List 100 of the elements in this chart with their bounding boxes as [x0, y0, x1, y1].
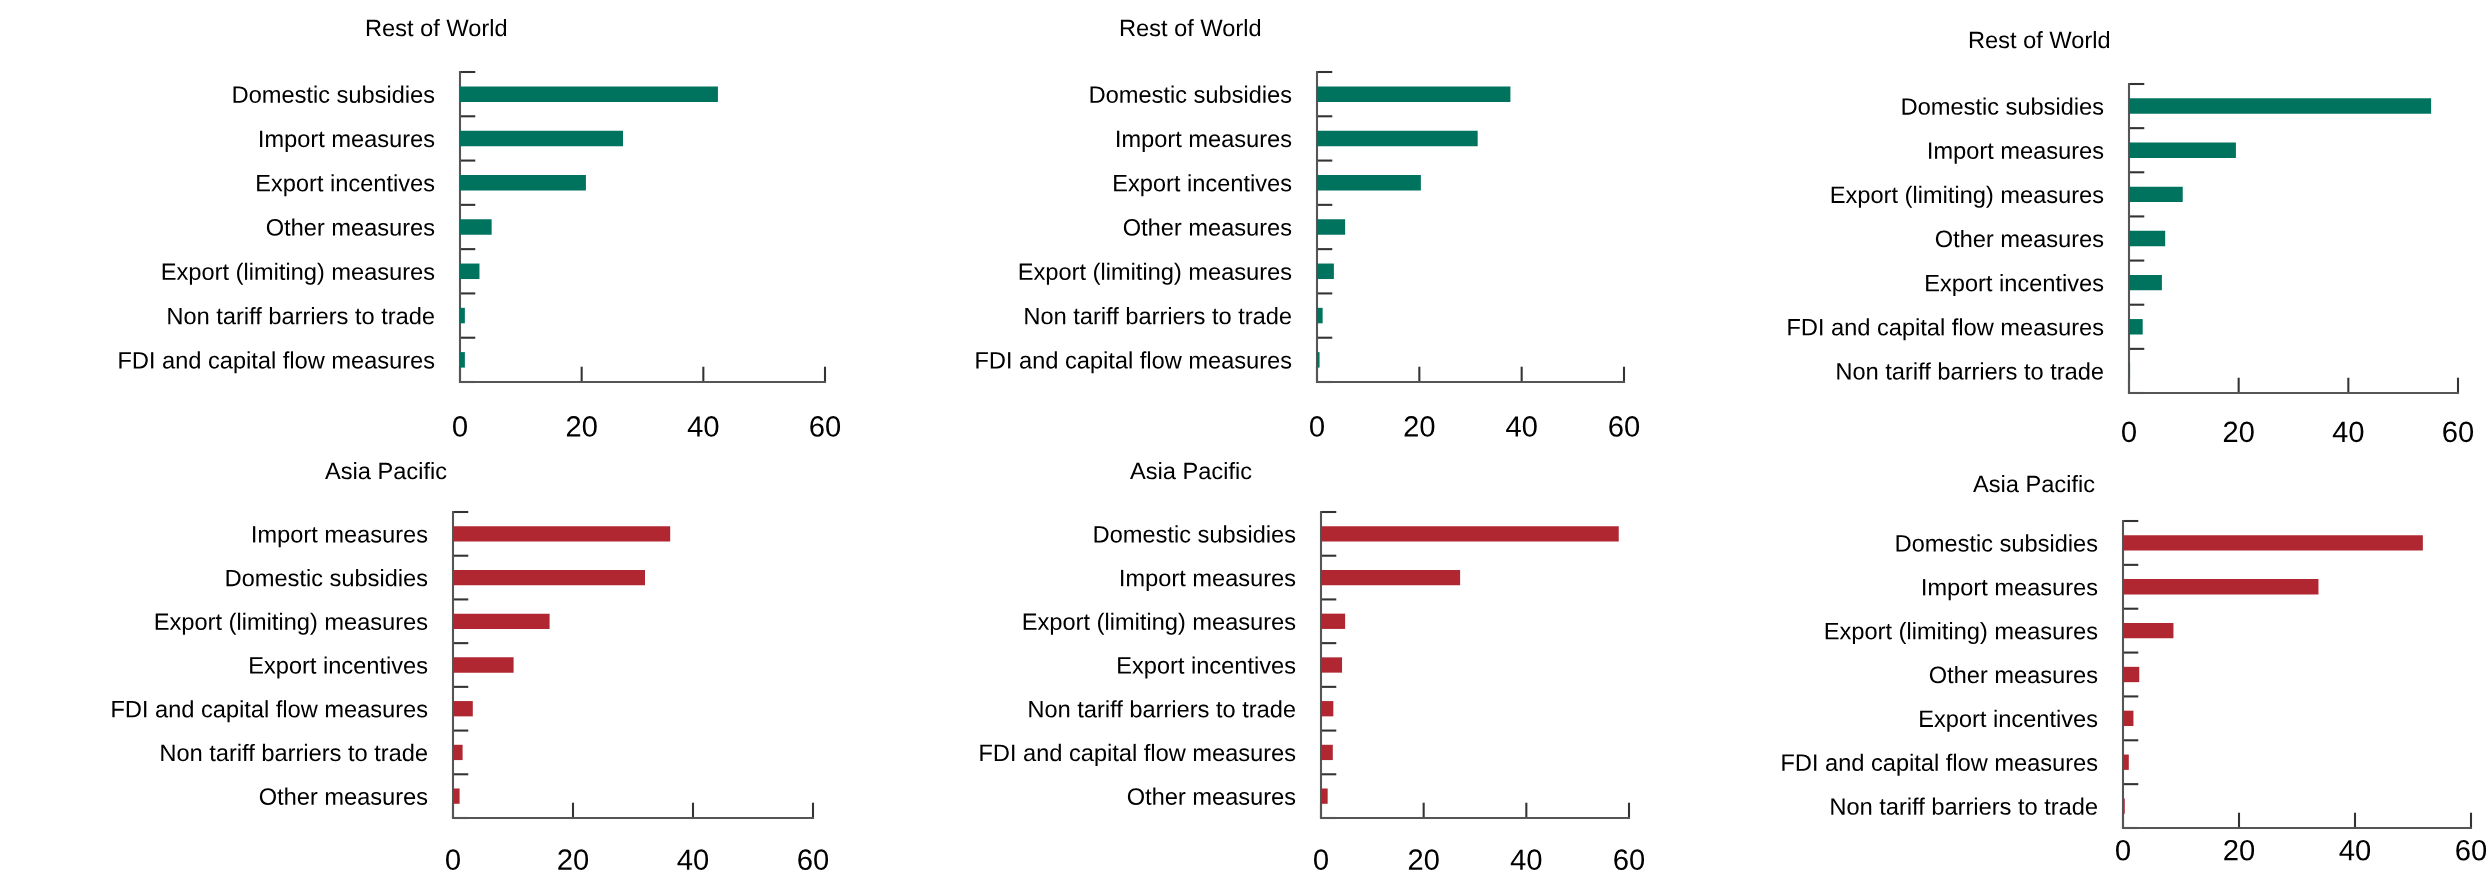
x-tick-label: 20	[2223, 421, 2254, 443]
x-tick-label: 0	[1310, 416, 1324, 437]
y-tick-label: FDI and capital flow measures	[119, 351, 435, 374]
y-tick-label: Domestic subsidies	[1896, 534, 2098, 552]
bar	[2123, 754, 2129, 770]
bar	[2129, 274, 2162, 291]
y-tick-label: Import measures	[253, 526, 428, 548]
x-tick-label: 40	[1510, 849, 1542, 870]
bar	[2129, 319, 2143, 335]
y-tick-label: Other measures	[1123, 218, 1292, 236]
bar	[460, 263, 480, 280]
bar	[1321, 526, 1619, 542]
y-tick-label: Domestic subsidies	[1090, 85, 1292, 103]
bar	[1317, 86, 1511, 102]
bar	[2123, 710, 2134, 727]
bar	[460, 352, 465, 368]
x-tick-label: 0	[2116, 839, 2130, 861]
bar	[460, 219, 492, 235]
y-tick-label: FDI and capital flow measures	[1782, 753, 2098, 776]
y-tick-label: Non tariff barriers to trade	[1831, 797, 2097, 815]
bar	[1317, 352, 1320, 368]
y-tick-label: Export incentives	[1114, 174, 1292, 197]
y-tick-label: Non tariff barriers to trade	[1837, 362, 2103, 380]
bar	[1321, 701, 1334, 717]
x-tick-label: 60	[810, 416, 841, 437]
y-tick-label: Non tariff barriers to trade	[1025, 307, 1291, 325]
x-tick-label: 40	[2339, 839, 2371, 861]
bar	[1321, 788, 1328, 804]
x-tick-label: 20	[1408, 849, 1439, 870]
y-tick-label: FDI and capital flow measures	[976, 351, 1292, 374]
bar	[2123, 579, 2319, 595]
bar	[1321, 744, 1333, 761]
x-tick-label: 40	[677, 849, 709, 870]
x-tick-label: 60	[1609, 416, 1640, 437]
x-tick-label: 0	[453, 416, 467, 437]
bar	[2123, 535, 2423, 551]
y-tick-label: Non tariff barriers to trade	[168, 307, 434, 325]
bar	[460, 307, 465, 324]
bar	[1317, 219, 1346, 235]
y-tick-label: Other measures	[1127, 787, 1296, 805]
y-tick-label: Import measures	[1929, 142, 2104, 164]
bar	[2129, 230, 2166, 247]
chart-title: Asia Pacific	[1130, 461, 1252, 480]
y-tick-label: Export (limiting) measures	[155, 612, 428, 635]
y-tick-label: Export incentives	[250, 656, 428, 679]
x-tick-label: 0	[2122, 421, 2136, 443]
y-tick-label: Export incentives	[1118, 656, 1296, 679]
y-tick-label: Export incentives	[1926, 274, 2104, 297]
y-tick-label: Import measures	[1121, 569, 1296, 592]
bar	[453, 526, 671, 542]
x-tick-label: 20	[1404, 416, 1435, 437]
bar	[1317, 263, 1334, 280]
bar	[1321, 613, 1346, 629]
x-tick-label: 60	[798, 849, 829, 870]
y-tick-label: Export incentives	[1920, 709, 2098, 732]
y-tick-label: Export (limiting) measures	[1019, 262, 1292, 285]
y-tick-label: Other measures	[1935, 229, 2104, 248]
bar	[2129, 98, 2432, 114]
y-tick-label: FDI and capital flow measures	[980, 743, 1296, 766]
y-tick-label: Domestic subsidies	[233, 85, 435, 103]
y-tick-label: Other measures	[1929, 665, 2098, 684]
x-tick-label: 40	[1506, 416, 1537, 437]
x-tick-label: 0	[1314, 849, 1328, 870]
y-tick-label: Export incentives	[257, 174, 435, 197]
x-tick-label: 40	[687, 416, 719, 437]
y-tick-label: Other measures	[266, 218, 435, 236]
bar	[453, 569, 645, 586]
bar	[1317, 174, 1421, 191]
x-tick-label: 0	[446, 849, 460, 870]
y-tick-label: Export (limiting) measures	[1825, 622, 2098, 645]
x-tick-label: 40	[2332, 421, 2364, 443]
y-tick-label: Domestic subsidies	[1094, 525, 1296, 543]
bar	[453, 657, 514, 673]
bar	[1317, 130, 1478, 147]
bar	[2123, 622, 2174, 639]
bar	[453, 701, 473, 717]
x-tick-label: 60	[1614, 849, 1645, 870]
y-tick-label: Domestic subsidies	[226, 569, 428, 587]
y-tick-label: FDI and capital flow measures	[1788, 318, 2104, 341]
bar	[453, 744, 463, 761]
y-tick-label: Export (limiting) measures	[1831, 185, 2104, 208]
bar	[460, 174, 586, 191]
bar	[2129, 142, 2236, 158]
bar	[1317, 307, 1323, 324]
y-tick-label: Export (limiting) measures	[1023, 612, 1296, 635]
y-tick-label: Import measures	[1117, 130, 1292, 152]
chart-title: Asia Pacific	[325, 461, 447, 480]
chart-title: Rest of World	[1120, 19, 1261, 37]
bar	[1321, 569, 1461, 586]
chart-title: Rest of World	[366, 19, 507, 37]
y-tick-label: Import measures	[1923, 579, 2098, 601]
chart-title: Asia Pacific	[1973, 475, 2095, 493]
x-tick-label: 60	[2456, 839, 2487, 861]
x-tick-label: 20	[558, 849, 589, 870]
bar	[453, 613, 550, 629]
y-tick-label: Non tariff barriers to trade	[161, 743, 427, 762]
bar	[460, 130, 624, 147]
x-tick-label: 60	[2443, 421, 2474, 443]
bar	[453, 788, 460, 804]
bar	[2123, 666, 2140, 683]
